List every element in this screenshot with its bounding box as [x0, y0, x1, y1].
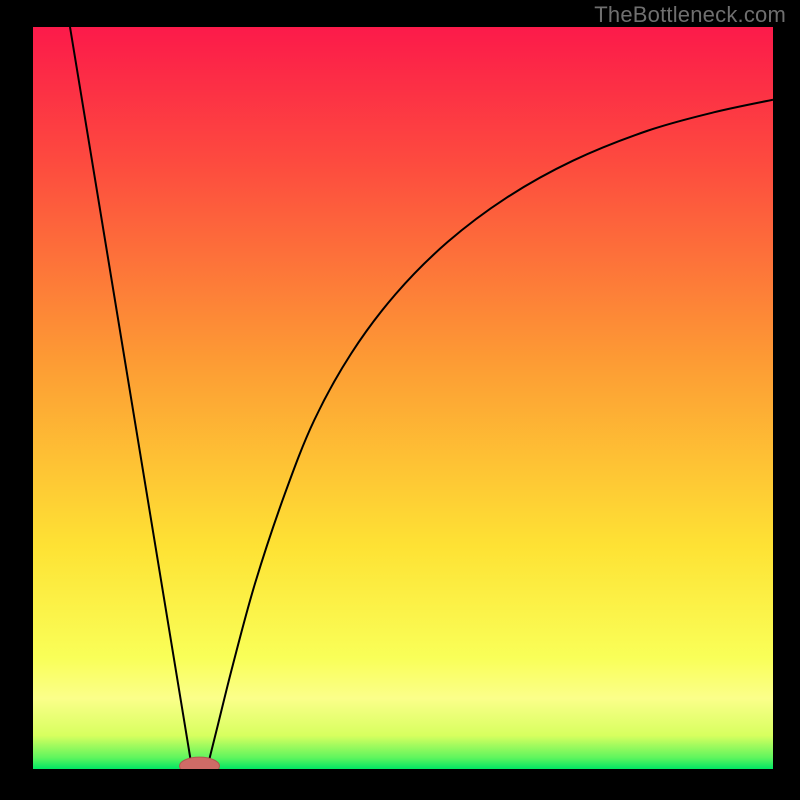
watermark-label: TheBottleneck.com [594, 2, 786, 28]
chart-stage: TheBottleneck.com [0, 0, 800, 800]
chart-svg [0, 0, 800, 800]
plot-background [33, 27, 773, 769]
